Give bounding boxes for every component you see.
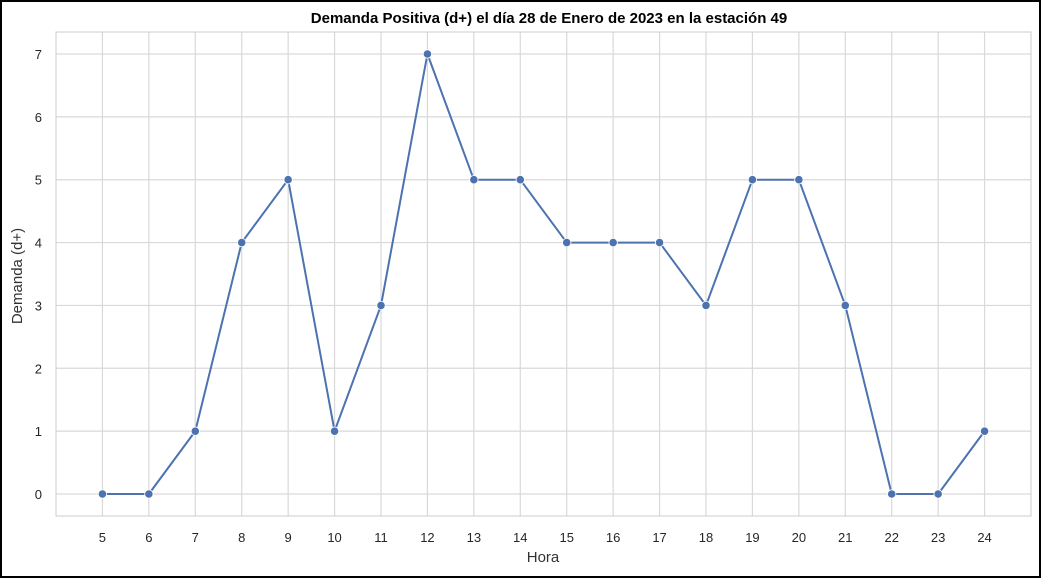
data-point bbox=[747, 175, 758, 185]
x-tick-label: 22 bbox=[884, 530, 898, 545]
chart-title: Demanda Positiva (d+) el día 28 de Enero… bbox=[311, 10, 787, 27]
plot-area bbox=[55, 31, 1032, 517]
y-tick-label: 3 bbox=[35, 298, 42, 313]
y-tick-label: 1 bbox=[35, 424, 42, 439]
x-axis-label: Hora bbox=[527, 549, 560, 566]
y-axis-ticks: 0 1 2 3 4 5 6 7 bbox=[35, 47, 42, 502]
x-tick-label: 19 bbox=[745, 530, 759, 545]
x-tick-label: 17 bbox=[652, 530, 666, 545]
x-axis-ticks: 5 6 7 8 9 10 11 12 13 14 15 16 17 18 19 20 21 22 23 24 bbox=[99, 530, 992, 545]
x-tick-label: 20 bbox=[792, 530, 806, 545]
data-point bbox=[237, 237, 247, 248]
series-points bbox=[97, 49, 990, 499]
x-tick-label: 10 bbox=[327, 530, 341, 545]
x-tick-label: 5 bbox=[99, 530, 106, 545]
y-tick-label: 2 bbox=[35, 361, 42, 376]
data-point bbox=[794, 175, 804, 185]
y-axis-label: Demanda (d+) bbox=[9, 228, 26, 324]
x-tick-label: 13 bbox=[467, 530, 481, 545]
data-point bbox=[283, 175, 293, 185]
x-tick-label: 18 bbox=[699, 530, 713, 545]
x-tick-label: 9 bbox=[285, 530, 292, 545]
x-tick-label: 16 bbox=[606, 530, 620, 545]
data-point bbox=[515, 175, 525, 185]
y-tick-label: 0 bbox=[35, 487, 42, 502]
grid bbox=[56, 32, 1031, 516]
data-point bbox=[887, 489, 897, 499]
y-tick-label: 7 bbox=[35, 47, 42, 62]
x-tick-label: 8 bbox=[238, 530, 245, 545]
y-tick-label: 5 bbox=[35, 173, 42, 188]
data-point bbox=[840, 300, 850, 311]
x-tick-label: 15 bbox=[559, 530, 573, 545]
series-line bbox=[102, 53, 986, 495]
data-point bbox=[144, 489, 154, 499]
data-point bbox=[329, 426, 340, 436]
x-tick-label: 21 bbox=[838, 530, 852, 545]
x-tick-label: 23 bbox=[931, 530, 945, 545]
x-tick-label: 12 bbox=[420, 530, 434, 545]
x-tick-label: 6 bbox=[145, 530, 152, 545]
data-point bbox=[701, 300, 711, 311]
x-tick-label: 14 bbox=[513, 530, 527, 545]
data-point bbox=[376, 300, 386, 311]
y-tick-label: 4 bbox=[35, 236, 42, 251]
data-point bbox=[608, 237, 618, 248]
x-tick-label: 7 bbox=[192, 530, 199, 545]
data-point bbox=[422, 49, 433, 59]
data-point bbox=[562, 237, 572, 248]
x-tick-label: 24 bbox=[977, 530, 991, 545]
y-tick-label: 6 bbox=[35, 110, 42, 125]
data-point bbox=[469, 175, 479, 185]
data-point bbox=[933, 489, 943, 499]
x-tick-label: 11 bbox=[374, 530, 388, 545]
data-point bbox=[97, 489, 108, 499]
data-point bbox=[979, 426, 990, 436]
data-point bbox=[190, 426, 200, 436]
data-point bbox=[654, 237, 665, 248]
